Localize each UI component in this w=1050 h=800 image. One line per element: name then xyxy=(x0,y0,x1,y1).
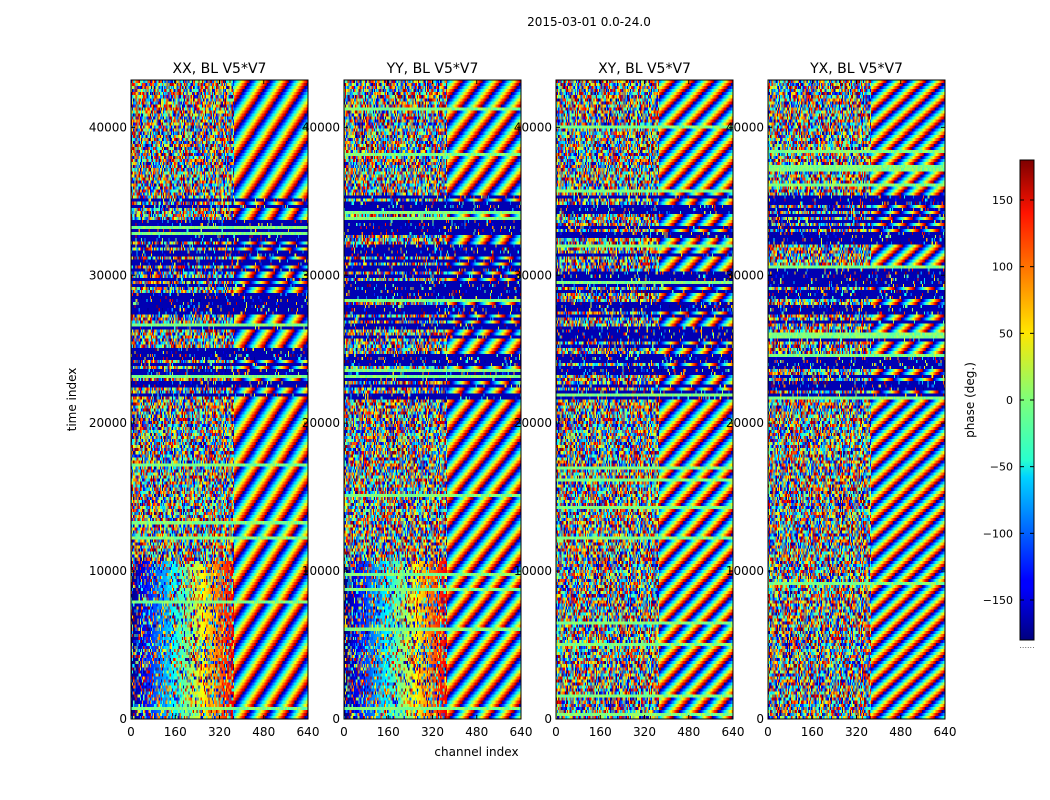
x-tick-label: 640 xyxy=(297,725,320,739)
y-tick-label: 10000 xyxy=(302,564,340,578)
x-tick-label: 640 xyxy=(722,725,745,739)
x-tick-label: 480 xyxy=(465,725,488,739)
y-tick-label: 0 xyxy=(756,712,764,726)
heatmap-image xyxy=(768,80,945,719)
y-tick-label: 40000 xyxy=(514,120,552,134)
x-tick-label: 160 xyxy=(377,725,400,739)
y-tick-label: 40000 xyxy=(89,120,127,134)
heatmap-image xyxy=(556,80,733,719)
heatmap-panel-4: YX, BL V5*V7 0 160 320 480 640 0 10000 20000 3000… xyxy=(726,61,957,739)
heatmap-panel-2: YY, BL V5*V7 0 160 320 480 640 0 10000 20000 3000… xyxy=(302,61,533,759)
y-axis-label: time index xyxy=(65,368,79,432)
x-tick-label: 320 xyxy=(845,725,868,739)
x-tick-label: 320 xyxy=(633,725,656,739)
colorbar-label: phase (deg.) xyxy=(963,362,977,438)
y-tick-label: 20000 xyxy=(514,416,552,430)
heatmap-panels: XX, BL V5*V7 0 160 320 480 640 0 10000 20000 3000… xyxy=(65,61,956,759)
y-tick-label: 10000 xyxy=(89,564,127,578)
y-tick-label: 10000 xyxy=(726,564,764,578)
heatmap-panel-3: XY, BL V5*V7 0 160 320 480 640 0 10000 20000 3000… xyxy=(514,61,745,739)
y-tick-label: 20000 xyxy=(726,416,764,430)
heatmap-image xyxy=(344,80,521,719)
y-tick-label: 20000 xyxy=(302,416,340,430)
colorbar-tick-label: 100 xyxy=(992,261,1013,274)
x-tick-label: 0 xyxy=(552,725,560,739)
x-tick-label: 0 xyxy=(340,725,348,739)
colorbar-tick-label: 150 xyxy=(992,194,1013,207)
x-tick-label: 0 xyxy=(127,725,135,739)
x-tick-label: 160 xyxy=(589,725,612,739)
x-tick-label: 0 xyxy=(764,725,772,739)
figure-suptitle: 2015-03-01 0.0-24.0 xyxy=(527,15,651,29)
colorbar-tick-label: −50 xyxy=(990,461,1013,474)
x-tick-label: 160 xyxy=(801,725,824,739)
x-tick-label: 160 xyxy=(164,725,187,739)
x-tick-label: 480 xyxy=(889,725,912,739)
y-tick-label: 30000 xyxy=(514,268,552,282)
colorbar-tick-label: 50 xyxy=(999,327,1013,340)
panel-title: YY, BL V5*V7 xyxy=(386,61,479,77)
y-tick-label: 40000 xyxy=(302,120,340,134)
colorbar: 150 100 50 0 −50 −100 −150 phase (deg.) ...... xyxy=(963,159,1035,650)
y-tick-label: 0 xyxy=(544,712,552,726)
colorbar-extra-label: ...... xyxy=(1019,641,1034,650)
colorbar-tick-label: −100 xyxy=(983,527,1013,540)
y-tick-label: 0 xyxy=(332,712,340,726)
colorbar-tick-label: 0 xyxy=(1006,394,1013,407)
x-tick-label: 480 xyxy=(677,725,700,739)
x-axis-label: channel index xyxy=(434,745,518,759)
y-tick-label: 40000 xyxy=(726,120,764,134)
heatmap-image xyxy=(131,80,308,719)
panel-title: YX, BL V5*V7 xyxy=(809,61,903,77)
y-tick-label: 20000 xyxy=(89,416,127,430)
x-tick-label: 480 xyxy=(252,725,275,739)
x-tick-label: 320 xyxy=(208,725,231,739)
y-tick-label: 30000 xyxy=(726,268,764,282)
panel-title: XY, BL V5*V7 xyxy=(598,61,691,77)
panel-title: XX, BL V5*V7 xyxy=(173,61,267,77)
colorbar-tick-label: −150 xyxy=(983,594,1013,607)
y-tick-label: 0 xyxy=(119,712,127,726)
x-tick-label: 640 xyxy=(510,725,533,739)
x-tick-label: 640 xyxy=(934,725,957,739)
y-tick-label: 10000 xyxy=(514,564,552,578)
heatmap-panel-1: XX, BL V5*V7 0 160 320 480 640 0 10000 20000 3000… xyxy=(65,61,319,739)
y-tick-label: 30000 xyxy=(302,268,340,282)
colorbar-ticks: 150 100 50 0 −50 −100 −150 xyxy=(983,194,1034,607)
x-tick-label: 320 xyxy=(421,725,444,739)
y-tick-label: 30000 xyxy=(89,268,127,282)
